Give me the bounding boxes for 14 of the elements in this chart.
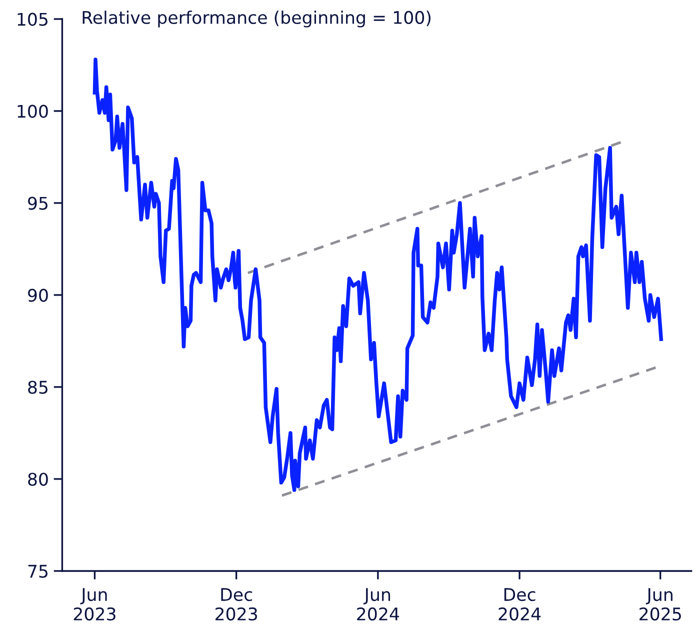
x-tick-label: Jun 2024 — [357, 588, 400, 621]
line-series — [92, 58, 664, 492]
x-tick-label: Dec 2023 — [215, 588, 258, 621]
y-tick-label: 80 — [28, 472, 48, 486]
y-tick-label: 100 — [18, 104, 48, 118]
y-axis-title: Relative performance (beginning = 100) — [82, 10, 430, 28]
y-tick-label: 75 — [28, 564, 48, 578]
y-tick-label: 85 — [28, 380, 48, 394]
x-tick-label: Jun 2025 — [640, 588, 681, 621]
x-tick-label: Dec 2024 — [498, 588, 541, 621]
y-tick-label: 90 — [28, 288, 48, 302]
y-tick-label: 95 — [28, 196, 48, 210]
x-tick-label: Jun 2023 — [74, 588, 116, 621]
y-tick-label: 105 — [18, 12, 48, 26]
